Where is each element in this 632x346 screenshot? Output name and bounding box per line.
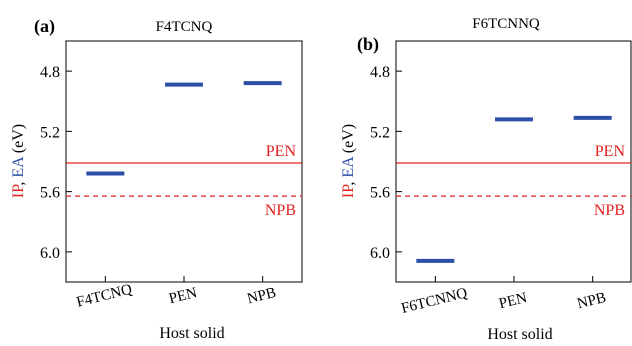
y-tick-label-a: 6.0 (40, 245, 60, 262)
y-tick-label-a: 4.8 (40, 64, 60, 81)
y-label-ip-a: IP (10, 184, 27, 198)
y-axis-label-a: IP, EA (eV) (10, 124, 27, 198)
y-axis-label-b: IP, EA (eV) (340, 124, 357, 198)
plot-frame-a (65, 40, 303, 283)
ip-line-label-npb-a: NPB (265, 202, 296, 219)
x-tick-label-a: NPB (246, 285, 278, 308)
y-tick-label-a: 5.6 (40, 185, 60, 202)
y-label-ea-b: EA (340, 156, 357, 178)
x-tick-label-b: NPB (576, 290, 608, 313)
y-label-ip-b: IP (340, 184, 357, 198)
y-tick-label-b: 5.6 (370, 185, 390, 202)
panel-b: (b) F6TCNNQ Host solid IP, EA (eV) 4.8 5.… (340, 16, 632, 343)
y-label-unit-a: (eV) (10, 124, 27, 157)
x-tick-label-b: PEN (497, 290, 529, 312)
y-label-unit-b: (eV) (340, 124, 357, 157)
ip-line-label-pen-a: PEN (266, 143, 297, 160)
y-tick-label-a: 5.2 (40, 124, 60, 141)
x-axis-label-b: Host solid (487, 326, 552, 343)
y-label-ea-a: EA (10, 156, 27, 178)
plot-frame-b (395, 40, 632, 283)
x-tick-label-a: PEN (167, 285, 199, 307)
panel-label-a: (a) (34, 16, 55, 37)
y-tick-label-b: 4.8 (370, 64, 390, 81)
y-tick-label-b: 6.0 (370, 245, 390, 262)
x-tick-label-b: F6TCNNQ (400, 285, 470, 317)
x-tick-label-a: F4TCNQ (75, 281, 134, 310)
y-label-sep-a: , (10, 178, 27, 186)
y-tick-label-b: 5.2 (370, 124, 390, 141)
panel-a: (a) F4TCNQ Host solid IP, EA (eV) 4.8 5.2… (10, 16, 303, 342)
panel-label-b: (b) (357, 34, 379, 55)
chart-title-a: F4TCNQ (156, 19, 213, 35)
x-axis-label-a: Host solid (159, 325, 224, 342)
ip-line-label-npb-b: NPB (594, 202, 625, 219)
y-label-sep-b: , (340, 178, 357, 186)
chart-title-b: F6TCNNQ (472, 16, 540, 32)
ip-line-label-pen-b: PEN (595, 143, 626, 160)
